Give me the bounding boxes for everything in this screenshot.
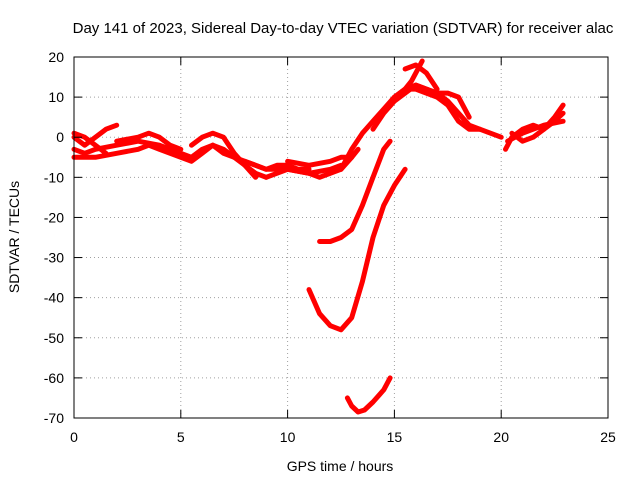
x-tick-label: 0 — [70, 429, 78, 445]
x-tick-label: 20 — [493, 429, 509, 445]
y-tick-label: -60 — [44, 370, 64, 386]
series-line-19 — [306, 166, 408, 333]
plot-series — [71, 58, 566, 415]
series-line-6 — [189, 130, 259, 180]
y-tick-label: -40 — [44, 290, 64, 306]
y-tick-label: 10 — [48, 89, 64, 105]
chart-title: Day 141 of 2023, Sidereal Day-to-day VTE… — [73, 20, 614, 37]
series-line-3 — [71, 122, 120, 148]
y-tick-label: -20 — [44, 209, 64, 225]
x-axis-label: GPS time / hours — [287, 458, 394, 474]
series-line-20 — [344, 375, 393, 415]
x-tick-label: 5 — [177, 429, 185, 445]
x-tick-label: 15 — [387, 429, 403, 445]
series-line-13 — [402, 62, 440, 92]
series-line-17 — [505, 118, 566, 144]
series-line-9 — [285, 146, 361, 168]
y-axis-label: SDTVAR / TECUs — [6, 181, 22, 293]
y-tick-label: 20 — [48, 49, 64, 65]
series-line-16 — [509, 102, 566, 144]
series-line-14 — [396, 58, 425, 100]
y-tick-label: -10 — [44, 169, 64, 185]
x-tick-label: 10 — [280, 429, 296, 445]
series-line-5 — [114, 130, 184, 152]
y-tick-label: -30 — [44, 250, 64, 266]
series-line-4 — [71, 130, 109, 156]
y-tick-label: -50 — [44, 330, 64, 346]
plot-frame — [73, 56, 609, 419]
x-tick-label: 25 — [600, 429, 616, 445]
axis-ticks: 0 5 10 15 20 25 -70 -60 -50 -40 -30 -20 -10 0 10 20 — [44, 49, 616, 445]
y-tick-label: 0 — [56, 129, 64, 145]
series-line-18 — [317, 138, 393, 244]
y-tick-label: -70 — [44, 410, 64, 426]
